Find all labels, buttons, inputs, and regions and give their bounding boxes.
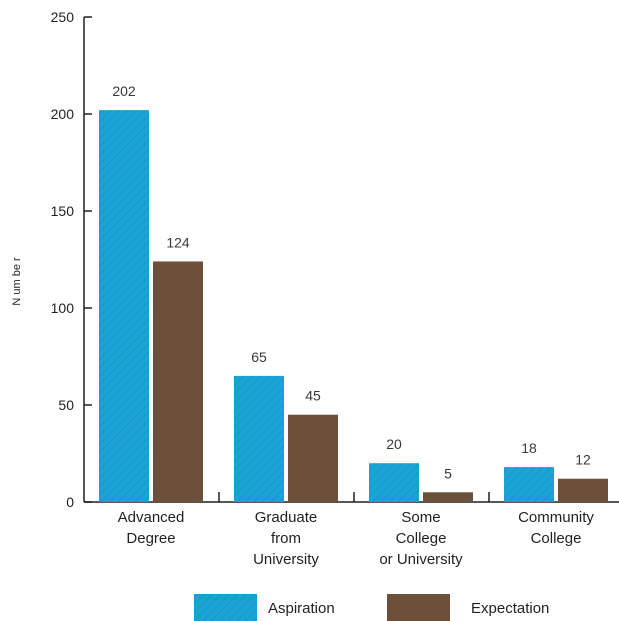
data-label-aspiration-1: 65 [251, 349, 267, 365]
category-label-line: Some [401, 509, 440, 526]
legend-label-expectation: Expectation [471, 600, 549, 617]
y-tick-label: 50 [58, 397, 74, 413]
category-label: Advanced Degree [118, 509, 185, 547]
y-axis-label: N um be r [11, 257, 23, 306]
data-label-expectation-3: 12 [575, 452, 591, 468]
legend: Aspiration Expectation [194, 594, 549, 621]
data-label-aspiration-0: 202 [112, 83, 136, 99]
legend-label-aspiration: Aspiration [268, 600, 335, 617]
y-tick-label: 150 [51, 203, 75, 219]
category-label-line: College [396, 530, 447, 547]
y-tick-label: 100 [51, 300, 75, 316]
data-label-expectation-2: 5 [444, 465, 452, 481]
y-tick-label: 250 [51, 9, 75, 25]
bars [99, 110, 608, 503]
bar-aspiration-3 [504, 467, 554, 502]
category-label-line: Degree [126, 530, 175, 547]
bar-expectation-3 [558, 478, 608, 502]
labels: 202 65 20 18 124 45 5 12 Advanced Degree Graduate f… [112, 83, 594, 568]
bar-expectation-1 [288, 414, 338, 502]
category-label-line: Community [518, 509, 594, 526]
bar-expectation-0 [153, 261, 203, 502]
legend-swatch-expectation [387, 594, 450, 621]
y-tick-label: 0 [66, 494, 74, 510]
legend-swatch-aspiration [194, 594, 257, 621]
bar-aspiration-2 [369, 463, 419, 502]
category-label: Community College [518, 509, 594, 547]
bar-expectation-2 [423, 492, 473, 502]
category-label-line: or University [379, 551, 463, 568]
category-label-line: Graduate [255, 509, 318, 526]
category-label-line: from [271, 530, 301, 547]
data-label-expectation-1: 45 [305, 388, 321, 404]
data-label-aspiration-3: 18 [521, 440, 537, 456]
bar-aspiration-1 [234, 375, 284, 502]
y-tick-label: 200 [51, 106, 75, 122]
data-label-expectation-0: 124 [166, 234, 190, 250]
category-label: Some College or University [379, 509, 463, 568]
category-label-line: University [253, 551, 319, 568]
category-label: Graduate from University [253, 509, 319, 568]
data-label-aspiration-2: 20 [386, 436, 402, 452]
bar-aspiration-0 [99, 110, 149, 503]
category-label-line: College [531, 530, 582, 547]
category-label-line: Advanced [118, 509, 185, 526]
